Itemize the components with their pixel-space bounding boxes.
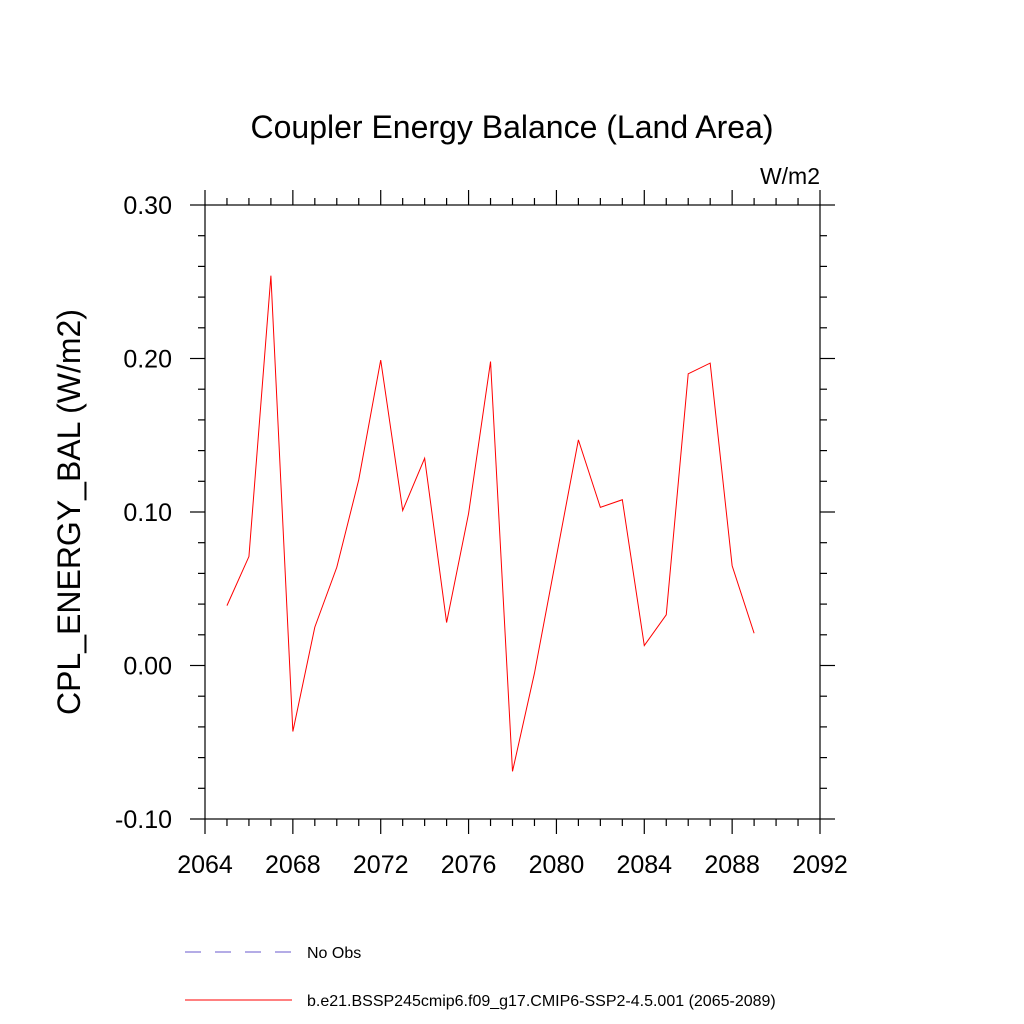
y-tick-label: 0.10 bbox=[123, 499, 172, 527]
y-tick-label: -0.10 bbox=[115, 806, 172, 834]
chart-title: Coupler Energy Balance (Land Area) bbox=[251, 109, 774, 145]
y-tick-label: 0.20 bbox=[123, 346, 172, 374]
x-tick-label: 2088 bbox=[704, 851, 760, 879]
x-tick-label: 2076 bbox=[441, 851, 497, 879]
legend: No Obs b.e21.BSSP245cmip6.f09_g17.CMIP6-S… bbox=[185, 945, 776, 1010]
legend-label: b.e21.BSSP245cmip6.f09_g17.CMIP6-SSP2-4.… bbox=[307, 993, 776, 1010]
y-tick-label: 0.00 bbox=[123, 653, 172, 681]
x-tick-label: 2068 bbox=[265, 851, 321, 879]
series-layer bbox=[226, 275, 755, 772]
plot-frame bbox=[204, 204, 821, 820]
x-tick-label: 2092 bbox=[792, 851, 848, 879]
axis-ticks: 2064 2068 2072 2076 2080 2084 2088 2092 -0.10 0.0… bbox=[115, 190, 848, 879]
x-tick-label: 2084 bbox=[616, 851, 672, 879]
x-tick-label: 2072 bbox=[353, 851, 409, 879]
x-tick-label: 2064 bbox=[177, 851, 233, 879]
x-tick-label: 2080 bbox=[529, 851, 585, 879]
y-axis-label: CPL_ENERGY_BAL (W/m2) bbox=[51, 309, 87, 715]
units-label: W/m2 bbox=[760, 163, 820, 189]
y-tick-label: 0.30 bbox=[123, 192, 172, 220]
series-line bbox=[226, 275, 755, 772]
legend-label: No Obs bbox=[307, 945, 361, 962]
